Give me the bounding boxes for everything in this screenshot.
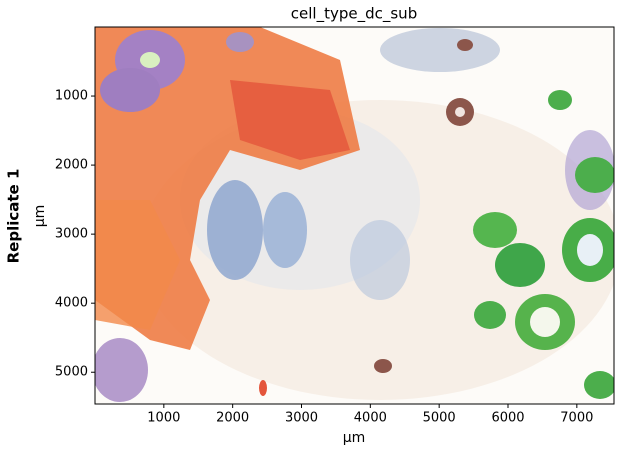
x-tick-label: 2000 — [216, 411, 249, 426]
tissue-image — [95, 27, 614, 404]
x-tick-label: 6000 — [491, 411, 524, 426]
y-tick-label: 5000 — [55, 365, 88, 380]
x-tick-label: 5000 — [423, 411, 456, 426]
plot-frame — [94, 26, 615, 405]
x-tick-label: 3000 — [285, 411, 318, 426]
chart-title: cell_type_dc_sub — [291, 5, 417, 24]
y-tick-label: 2000 — [55, 158, 88, 173]
x-tick-label: 1000 — [147, 411, 180, 426]
x-tick-label: 7000 — [560, 411, 593, 426]
y-tick-label: 3000 — [55, 227, 88, 242]
y-tick-label: 1000 — [55, 89, 88, 104]
x-tick-label: 4000 — [354, 411, 387, 426]
y-axis-label: µm — [32, 205, 48, 228]
x-axis-label: µm — [343, 430, 366, 446]
row-label: Replicate 1 — [5, 169, 23, 264]
y-tick-label: 4000 — [55, 296, 88, 311]
